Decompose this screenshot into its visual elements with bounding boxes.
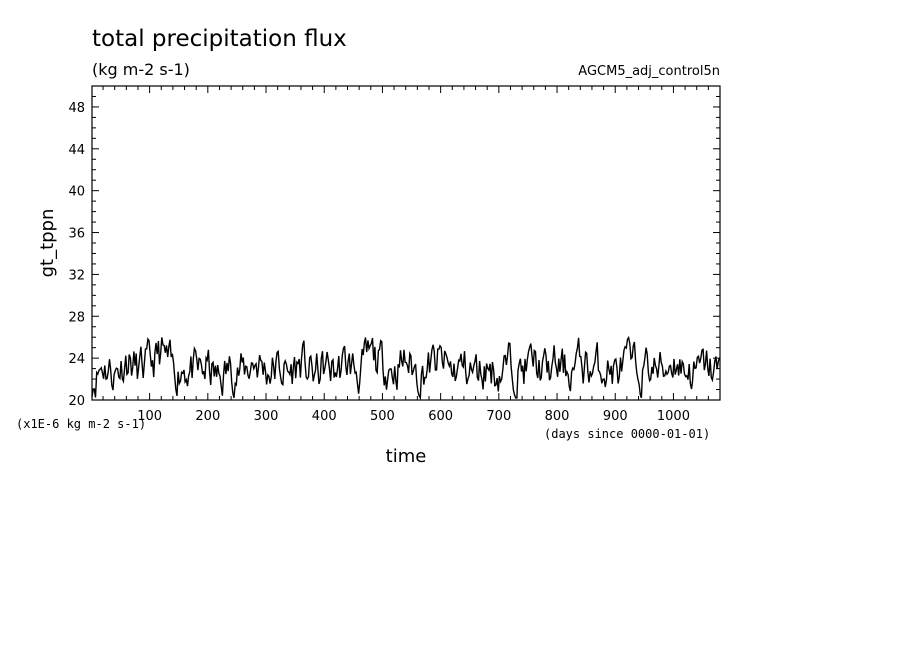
x-tick-label: 100 xyxy=(137,409,162,424)
x-unit-note: (days since 0000-01-01) xyxy=(544,427,710,441)
y-tick-label: 48 xyxy=(68,101,85,116)
y-tick-label: 24 xyxy=(68,352,85,367)
y-axis: 20 24 28 32 36 40 44 48 xyxy=(68,85,720,409)
plot-frame xyxy=(91,85,721,401)
chart-title: total precipitation flux xyxy=(92,26,347,52)
x-axis: 100 200 300 400 500 600 700 800 900 1000 xyxy=(102,86,721,424)
x-tick-label: 800 xyxy=(545,409,570,424)
y-tick-label: 36 xyxy=(68,227,85,242)
y-tick-label: 40 xyxy=(68,185,85,200)
x-tick-label: 300 xyxy=(254,409,279,424)
x-tick-label: 200 xyxy=(195,409,220,424)
chart-subtitle: (kg m-2 s-1) xyxy=(92,60,190,79)
x-axis-label: time xyxy=(386,446,427,467)
y-axis-label: gt_tppn xyxy=(37,209,58,278)
y-tick-label: 44 xyxy=(68,143,85,158)
series-line xyxy=(91,335,721,401)
y-tick-label: 28 xyxy=(68,310,85,325)
x-tick-label: 900 xyxy=(603,409,628,424)
x-tick-label: 500 xyxy=(370,409,395,424)
y-tick-label: 32 xyxy=(68,268,85,283)
y-unit-note: (x1E-6 kg m-2 s-1) xyxy=(16,417,146,431)
x-tick-label: 600 xyxy=(428,409,453,424)
run-label: AGCM5_adj_control5n xyxy=(578,64,720,79)
x-tick-label: 700 xyxy=(486,409,511,424)
y-tick-label: 20 xyxy=(68,394,85,409)
x-tick-label: 400 xyxy=(312,409,337,424)
x-tick-label: 1000 xyxy=(657,409,690,424)
